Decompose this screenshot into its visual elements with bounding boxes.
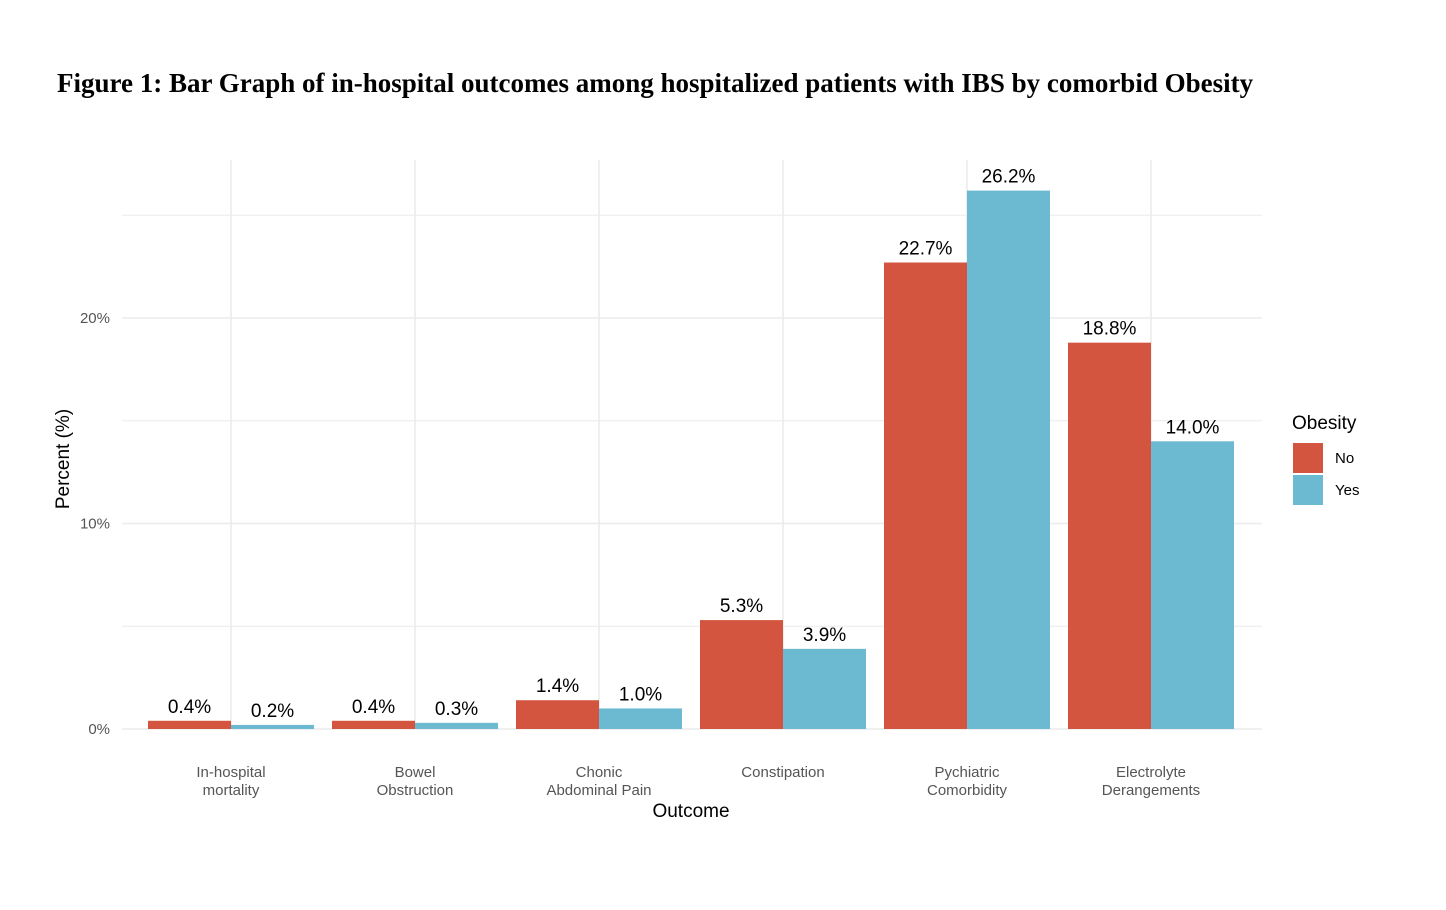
bar-value-label: 26.2% xyxy=(982,167,1036,188)
bar-value-label: 0.2% xyxy=(251,701,294,722)
bar-value-label: 18.8% xyxy=(1083,319,1137,340)
x-tick-line: Bowel xyxy=(395,764,436,781)
legend-label-no: No xyxy=(1335,450,1354,467)
y-tick-label: 20% xyxy=(80,310,110,327)
legend-swatch-yes xyxy=(1293,475,1323,505)
bar-no-2 xyxy=(516,700,599,729)
bar-value-label: 0.3% xyxy=(435,699,478,720)
bar-value-label: 0.4% xyxy=(352,697,395,718)
bar-no-0 xyxy=(148,720,231,729)
chart-title: Figure 1: Bar Graph of in-hospital outco… xyxy=(57,68,1254,98)
x-tick-line: Chonic xyxy=(576,764,623,781)
legend-title: Obesity xyxy=(1292,413,1357,434)
x-tick-label: Pychiatric Comorbidity xyxy=(927,764,1008,799)
bar-yes-2 xyxy=(599,708,682,729)
x-axis-title: Outcome xyxy=(652,801,729,822)
x-tick-line: mortality xyxy=(203,782,260,799)
bar-no-3 xyxy=(700,620,783,729)
x-tick-line: In-hospital xyxy=(196,764,265,781)
x-tick-label: Bowel Obstruction xyxy=(377,764,454,799)
bar-value-label: 3.9% xyxy=(803,625,846,646)
y-axis-title: Percent (%) xyxy=(53,409,74,509)
bar-yes-4 xyxy=(967,190,1050,730)
bar-no-5 xyxy=(1068,342,1151,729)
x-tick-label: Constipation xyxy=(741,764,824,781)
x-tick-line: Pychiatric xyxy=(934,764,1000,781)
bar-value-label: 14.0% xyxy=(1166,417,1220,438)
x-tick-label: Chonic Abdominal Pain xyxy=(546,764,651,799)
legend-swatch-no xyxy=(1293,443,1323,473)
x-tick-label: Electrolyte Derangements xyxy=(1102,764,1200,799)
legend-label-yes: Yes xyxy=(1335,482,1359,499)
y-tick-label: 0% xyxy=(88,721,110,738)
x-tick-line: Obstruction xyxy=(377,782,454,799)
bar-yes-0 xyxy=(231,724,314,729)
y-tick-label: 10% xyxy=(80,516,110,533)
bar-no-4 xyxy=(884,262,967,729)
bar-value-label: 1.0% xyxy=(619,684,662,705)
bar-value-label: 22.7% xyxy=(899,239,953,260)
bar-value-label: 5.3% xyxy=(720,596,763,617)
x-tick-label: In-hospital mortality xyxy=(196,764,265,799)
x-tick-line: Abdominal Pain xyxy=(546,782,651,799)
bar-yes-1 xyxy=(415,722,498,729)
x-tick-line: Comorbidity xyxy=(927,782,1008,799)
bar-value-label: 0.4% xyxy=(168,697,211,718)
bar-value-label: 1.4% xyxy=(536,676,579,697)
x-tick-line: Derangements xyxy=(1102,782,1200,799)
bar-yes-3 xyxy=(783,648,866,729)
bar-yes-5 xyxy=(1151,441,1234,729)
x-tick-line: Electrolyte xyxy=(1116,764,1186,781)
x-tick-line: Constipation xyxy=(741,764,824,781)
bar-no-1 xyxy=(332,720,415,729)
